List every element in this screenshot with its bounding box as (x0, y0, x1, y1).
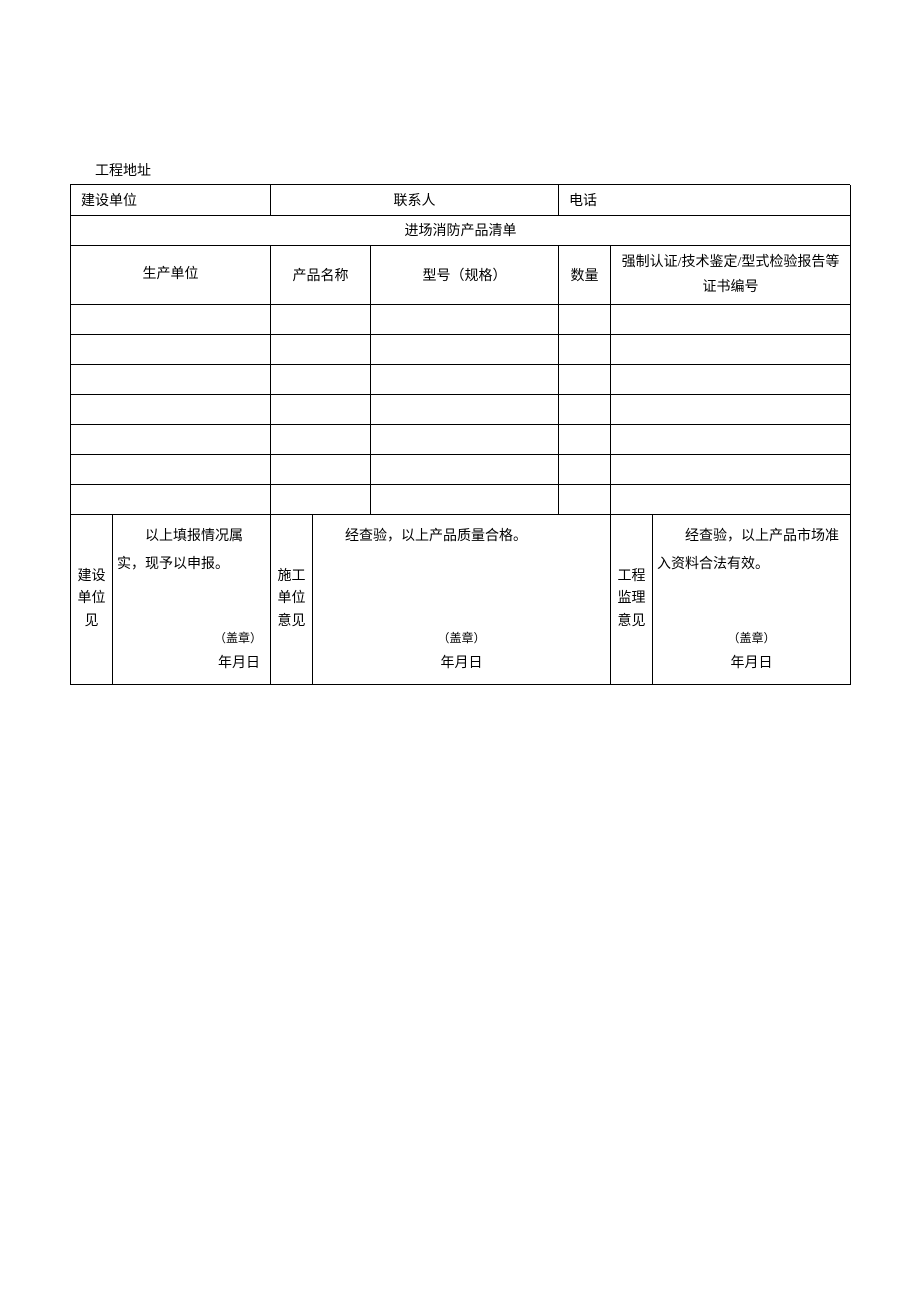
stamp-label: （盖章） (214, 626, 262, 650)
col-quantity: 数量 (559, 245, 611, 304)
col-product-name: 产品名称 (271, 245, 371, 304)
table-row (71, 454, 851, 484)
phone-label: 电话 (559, 185, 851, 215)
header-row: 建设单位 联系人 电话 (71, 185, 851, 215)
date-label: 年月日 (657, 650, 846, 678)
date-label: 年月日 (214, 650, 262, 678)
opinion-label-builder: 施工单位意见 (271, 514, 313, 684)
contact-label: 联系人 (271, 185, 559, 215)
opinion-text-builder: 经查验，以上产品质量合格。 (317, 523, 606, 551)
section-title-row: 进场消防产品清单 (71, 215, 851, 245)
section-title: 进场消防产品清单 (71, 215, 851, 245)
opinion-body-supervision: 经查验，以上产品市场准入资料合法有效。 （盖章） 年月日 (653, 514, 851, 684)
opinion-text-construction: 以上填报情况属实，现予以申报。 (117, 523, 266, 579)
project-address-label: 工程地址 (70, 160, 850, 185)
col-model: 型号（规格） (371, 245, 559, 304)
opinion-label-supervision: 工程监理意见 (611, 514, 653, 684)
table-row (71, 304, 851, 334)
date-label: 年月日 (317, 650, 606, 678)
table-row (71, 334, 851, 364)
opinion-body-builder: 经查验，以上产品质量合格。 （盖章） 年月日 (313, 514, 611, 684)
opinion-text-supervision: 经查验，以上产品市场准入资料合法有效。 (657, 523, 846, 579)
form-table: 建设单位 联系人 电话 进场消防产品清单 生产单位 产品名称 型号（规格） 数量… (70, 185, 851, 685)
construction-unit-label: 建设单位 (71, 185, 271, 215)
stamp-label: （盖章） (317, 626, 606, 650)
opinion-body-construction: 以上填报情况属实，现予以申报。 （盖章） 年月日 (113, 514, 271, 684)
stamp-label: （盖章） (657, 626, 846, 650)
table-row (71, 364, 851, 394)
table-row (71, 424, 851, 454)
table-row (71, 484, 851, 514)
column-header-row: 生产单位 产品名称 型号（规格） 数量 强制认证/技术鉴定/型式检验报告等证书编… (71, 245, 851, 304)
col-producer: 生产单位 (71, 245, 271, 304)
table-row (71, 394, 851, 424)
col-cert: 强制认证/技术鉴定/型式检验报告等证书编号 (611, 245, 851, 304)
opinions-row: 建设单位见 以上填报情况属实，现予以申报。 （盖章） 年月日 施工单位意见 经查… (71, 514, 851, 684)
opinion-label-construction: 建设单位见 (71, 514, 113, 684)
